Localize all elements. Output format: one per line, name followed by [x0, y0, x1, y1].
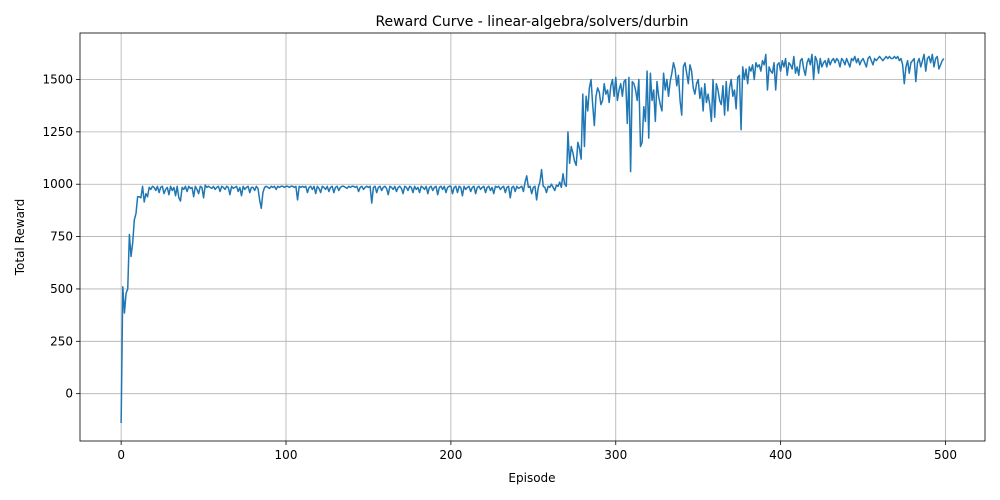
x-tick-label: 0 — [117, 448, 125, 462]
y-tick-label: 1250 — [42, 125, 73, 139]
y-tick-label: 1000 — [42, 177, 73, 191]
y-axis-label: Total Reward — [13, 199, 27, 277]
x-tick-label: 400 — [769, 448, 792, 462]
grid-layer: 0 100 200 300 400 500 0 250 500 750 1000 1250 1500 — [42, 33, 985, 462]
x-tick-label: 100 — [275, 448, 298, 462]
y-tick-label: 1500 — [42, 72, 73, 86]
plot-frame — [79, 32, 986, 442]
reward-line — [120, 53, 945, 423]
y-tick-label: 0 — [65, 387, 73, 401]
x-tick-label: 200 — [439, 448, 462, 462]
x-axis-label: Episode — [508, 471, 555, 485]
plot-layer — [120, 53, 945, 423]
x-tick-label: 300 — [604, 448, 627, 462]
y-tick-label: 750 — [50, 230, 73, 244]
y-tick-label: 500 — [50, 282, 73, 296]
x-tick-label: 500 — [934, 448, 957, 462]
y-tick-label: 250 — [50, 334, 73, 348]
chart-title: Reward Curve - linear-algebra/solvers/du… — [375, 14, 688, 30]
